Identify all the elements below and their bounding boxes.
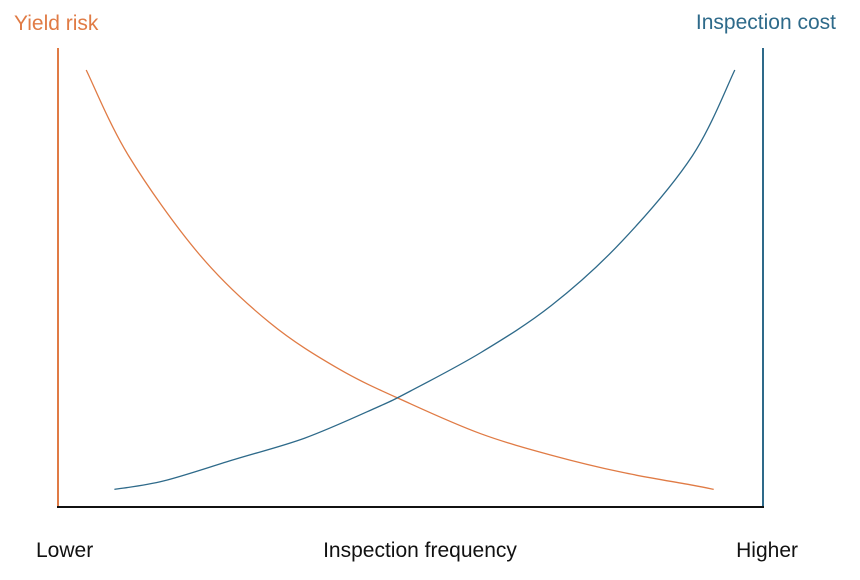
series-layer bbox=[85, 69, 736, 491]
left-axis-title: Yield risk bbox=[14, 12, 99, 35]
axes-layer bbox=[57, 48, 764, 508]
right-axis-title: Inspection cost bbox=[695, 11, 836, 34]
series-line-yield-risk bbox=[85, 69, 714, 491]
x-axis-title: Inspection frequency bbox=[323, 539, 517, 562]
x-axis-max-label: Higher bbox=[736, 539, 798, 562]
series-line-inspection-cost bbox=[114, 69, 736, 491]
x-axis-min-label: Lower bbox=[36, 539, 94, 562]
